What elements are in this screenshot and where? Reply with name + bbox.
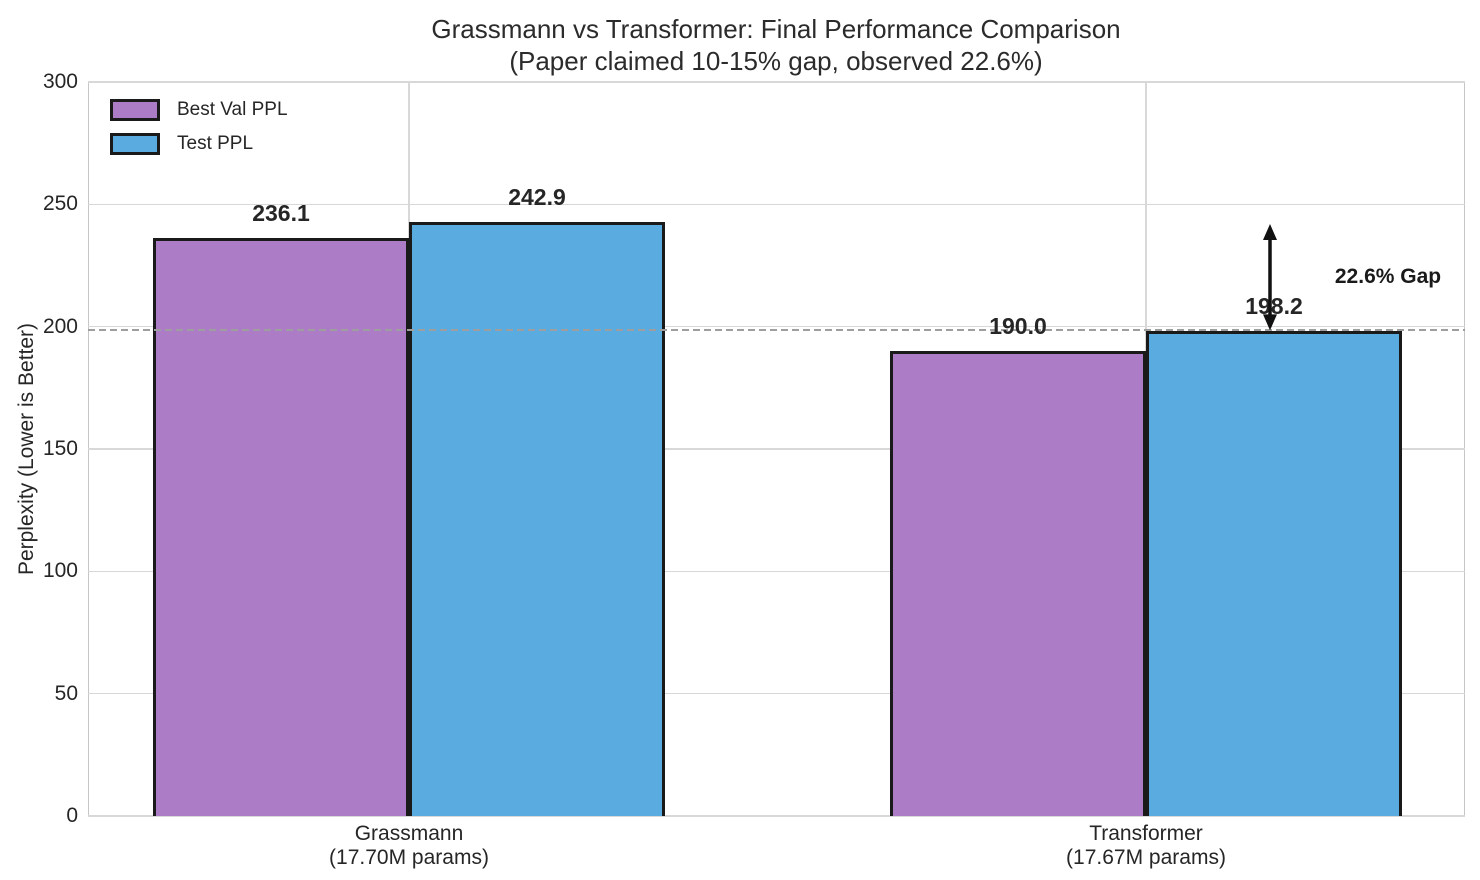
x-axis-category-label: Transformer (17.67M params)	[1066, 822, 1226, 870]
gridline-horizontal	[88, 570, 1465, 573]
y-axis-tick-label: 150	[42, 437, 78, 460]
bar-transformer-test-ppl	[1146, 331, 1402, 816]
legend-swatch-best-val-ppl	[110, 99, 160, 121]
gap-annotation-label: 22.6% Gap	[1334, 265, 1442, 288]
bar-value-label: 198.2	[1245, 293, 1303, 320]
gridline-horizontal	[88, 203, 1465, 206]
bar-grassmann-test-ppl	[409, 221, 665, 816]
x-category-params: (17.67M params)	[1066, 846, 1226, 869]
y-axis-tick-label: 250	[42, 192, 78, 216]
gridline-horizontal	[88, 815, 1465, 817]
y-axis-tick-label: 0	[66, 804, 78, 827]
chart-title: Grassmann vs Transformer: Final Performa…	[431, 14, 1121, 44]
bar-value-label: 242.9	[508, 183, 566, 210]
legend-label: Test PPL	[177, 133, 254, 154]
y-axis-tick-label: 50	[54, 681, 78, 705]
y-axis-tick-label: 300	[42, 70, 78, 93]
gridline-horizontal	[88, 448, 1465, 450]
x-axis-category-label: Grassmann (17.70M params)	[329, 822, 489, 870]
bar-value-label: 190.0	[989, 313, 1047, 340]
bar-value-label: 236.1	[252, 200, 310, 227]
x-category-params: (17.70M params)	[329, 846, 489, 869]
gap-arrow-icon	[1263, 223, 1277, 331]
legend-swatch-test-ppl	[110, 133, 160, 155]
legend-entry: Test PPL	[110, 133, 288, 155]
reference-dashed-line	[88, 328, 1465, 331]
legend: Best Val PPL Test PPL	[110, 99, 288, 167]
gridline-horizontal	[88, 81, 1465, 83]
gridline-horizontal	[88, 325, 1465, 328]
x-category-name: Transformer	[1089, 822, 1203, 845]
legend-label: Best Val PPL	[177, 99, 288, 120]
chart-subtitle: (Paper claimed 10-15% gap, observed 22.6…	[509, 46, 1043, 76]
y-axis-tick-label: 200	[42, 314, 78, 338]
y-axis-tick-label: 100	[42, 559, 78, 583]
gridline-horizontal	[88, 692, 1465, 695]
legend-entry: Best Val PPL	[110, 99, 288, 121]
bar-transformer-best-val-ppl	[890, 351, 1146, 816]
bar-grassmann-best-val-ppl	[153, 238, 409, 816]
x-category-name: Grassmann	[354, 822, 464, 845]
